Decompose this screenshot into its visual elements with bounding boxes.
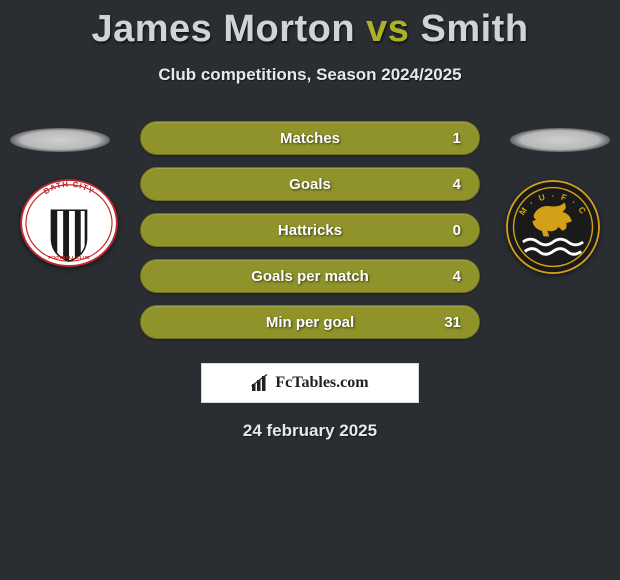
stat-label: Hattricks [278, 222, 342, 239]
stat-label: Goals per match [251, 268, 369, 285]
shadow-right [510, 128, 610, 152]
stat-value: 4 [453, 268, 461, 285]
stat-row-min-per-goal: Min per goal 31 [140, 305, 480, 339]
svg-text:FOOTBALL CLUB: FOOTBALL CLUB [48, 255, 90, 261]
stat-row-goals-per-match: Goals per match 4 [140, 259, 480, 293]
stat-label: Min per goal [266, 314, 354, 331]
stat-row-matches: Matches 1 [140, 121, 480, 155]
mufc-badge: M · U · F · C [506, 180, 600, 274]
player2-name: Smith [420, 8, 528, 50]
stat-value: 31 [444, 314, 461, 331]
vs-label: vs [366, 8, 409, 50]
comparison-title: James Morton vs Smith [0, 0, 620, 51]
stat-label: Matches [280, 130, 340, 147]
stat-value: 1 [453, 130, 461, 147]
player1-name: James Morton [91, 8, 355, 50]
bath-city-badge: BATH CITY FOOTBALL CLUB [20, 179, 118, 267]
stats-container: Matches 1 Goals 4 Hattricks 0 Goals per … [140, 121, 480, 339]
bar-chart-icon [251, 374, 271, 392]
stat-row-hattricks: Hattricks 0 [140, 213, 480, 247]
stat-row-goals: Goals 4 [140, 167, 480, 201]
fctables-brand[interactable]: FcTables.com [201, 363, 419, 403]
stat-value: 0 [453, 222, 461, 239]
date-label: 24 february 2025 [0, 421, 620, 441]
shadow-left [10, 128, 110, 152]
stat-value: 4 [453, 176, 461, 193]
stat-label: Goals [289, 176, 331, 193]
brand-text: FcTables.com [275, 374, 368, 392]
subtitle: Club competitions, Season 2024/2025 [0, 65, 620, 85]
